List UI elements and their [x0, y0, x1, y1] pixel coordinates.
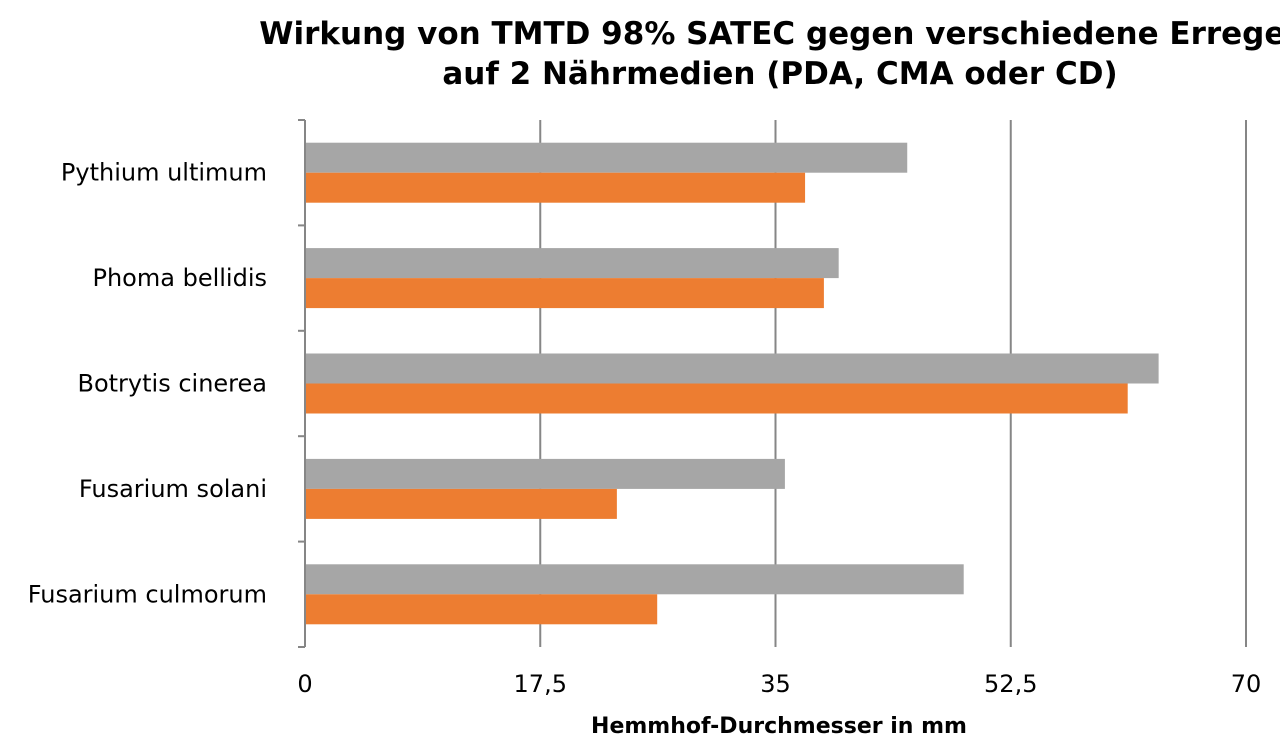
x-tick-label: 17,5 — [514, 670, 567, 698]
axes — [298, 119, 306, 648]
labels: Pythium ultimum Phoma bellidis Botrytis ci… — [28, 159, 1262, 698]
bar-series-2-phoma-bellidis — [305, 278, 824, 309]
x-tick-label: 70 — [1231, 670, 1262, 698]
bar-series-1-fusarium-culmorum — [305, 564, 964, 595]
x-tick-label: 0 — [297, 670, 312, 698]
bar-series-1-fusarium-solani — [305, 458, 785, 489]
x-tick-label: 52,5 — [984, 670, 1037, 698]
bar-series-2-pythium-ultimum — [305, 172, 806, 203]
bar-series-2-fusarium-solani — [305, 488, 617, 519]
x-axis-title: Hemmhof-Durchmesser in mm — [591, 714, 967, 739]
category-label: Botrytis cinerea — [78, 370, 268, 398]
bar-series-2-botrytis-cinerea — [305, 383, 1128, 414]
category-label: Fusarium culmorum — [28, 580, 267, 608]
bar-series-1-pythium-ultimum — [305, 142, 908, 173]
chart-title-line-1: Wirkung von TMTD 98% SATEC gegen verschi… — [259, 16, 1280, 52]
chart-title-line-2: auf 2 Nährmedien (PDA, CMA oder CD) — [442, 56, 1117, 92]
bar-series-1-botrytis-cinerea — [305, 353, 1159, 384]
category-label: Phoma bellidis — [93, 264, 268, 292]
category-label: Fusarium solani — [79, 475, 267, 503]
bar-series-1-phoma-bellidis — [305, 248, 839, 279]
category-label: Pythium ultimum — [61, 159, 267, 187]
bars — [305, 142, 1159, 625]
bar-series-2-fusarium-culmorum — [305, 594, 658, 625]
x-tick-label: 35 — [760, 670, 791, 698]
